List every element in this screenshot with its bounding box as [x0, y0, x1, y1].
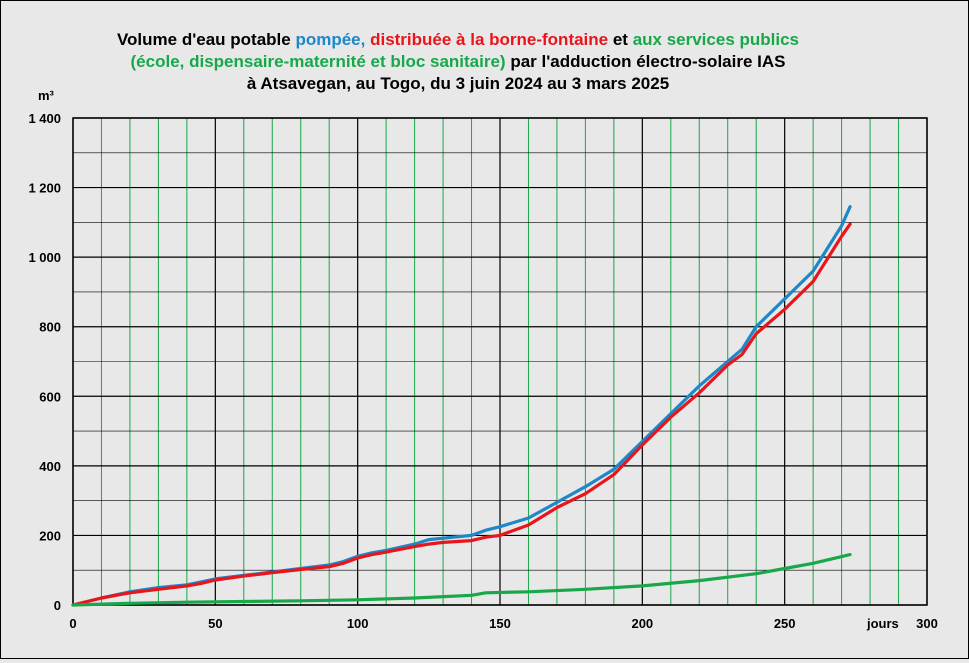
series-line-services [71, 552, 852, 607]
y-tick-label: 400 [39, 459, 61, 474]
title-segment: Volume d'eau potable [117, 30, 295, 49]
title-line-1: Volume d'eau potable pompée, distribuée … [117, 30, 799, 49]
title-segment: par l'adduction électro-solaire IAS [506, 52, 786, 71]
title-segment: pompée, [295, 30, 365, 49]
title-segment: et [608, 30, 633, 49]
x-tick-label: 150 [489, 616, 511, 631]
x-tick-label: 0 [69, 616, 76, 631]
x-tick-label: 300 [916, 616, 938, 631]
title-segment: distribuée à la borne-fontaine [365, 30, 608, 49]
y-tick-label: 1 200 [28, 181, 61, 196]
grid [72, 117, 928, 606]
title-line-2: (école, dispensaire-maternité et bloc sa… [131, 52, 786, 71]
series-layer [71, 205, 852, 607]
y-tick-label: 200 [39, 528, 61, 543]
series-line-distribuee [71, 222, 852, 607]
y-tick-label: 1 000 [28, 250, 61, 265]
y-tick-label: 600 [39, 389, 61, 404]
x-tick-label: 100 [347, 616, 369, 631]
title-segment: à Atsavegan, au Togo, du 3 juin 2024 au … [247, 74, 669, 93]
y-tick-label: 800 [39, 320, 61, 335]
title-segment: (école, dispensaire-maternité et bloc sa… [131, 52, 506, 71]
y-tick-label: 1 400 [28, 111, 61, 126]
x-tick-label: 200 [631, 616, 653, 631]
y-axis-label: m³ [38, 88, 55, 103]
axes: 0 50 100 150 200 250 300 0 200 400 600 800 1 000 1 20… [28, 111, 937, 631]
y-tick-label: 0 [54, 598, 61, 613]
title-line-3: à Atsavegan, au Togo, du 3 juin 2024 au … [247, 74, 669, 93]
x-tick-label: 250 [774, 616, 796, 631]
x-axis-label: jours [866, 616, 899, 631]
x-tick-label: 50 [208, 616, 222, 631]
title-segment: aux services publics [633, 30, 799, 49]
plot-area-border [72, 117, 928, 606]
chart-title: Volume d'eau potable pompée, distribuée … [117, 30, 799, 93]
